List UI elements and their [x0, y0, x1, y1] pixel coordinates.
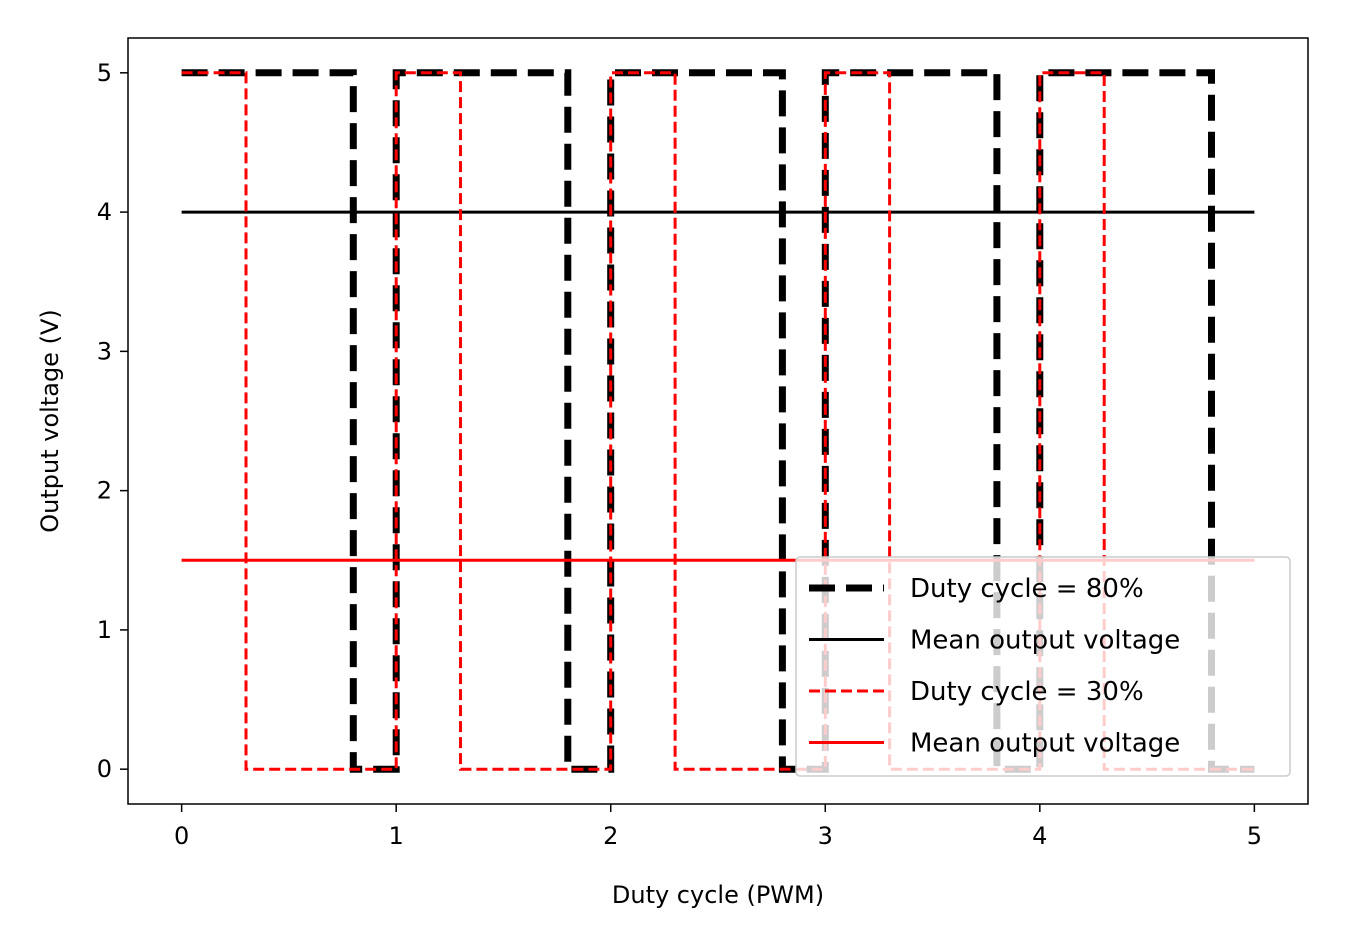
y-tick-label: 5	[97, 59, 112, 87]
legend-box	[795, 556, 1291, 777]
x-tick-label: 5	[1247, 822, 1262, 850]
legend-label: Mean output voltage	[910, 729, 1180, 759]
plot-frame	[127, 37, 1309, 805]
legend-label: Mean output voltage	[910, 626, 1180, 656]
x-tick-label: 0	[174, 822, 189, 850]
x-axis-label: Duty cycle (PWM)	[612, 881, 824, 909]
y-axis: 0 1 2 3 4 5	[97, 59, 128, 783]
x-tick-label: 1	[389, 822, 404, 850]
series-line-3	[181, 71, 1255, 771]
legend-label: Duty cycle = 80%	[910, 574, 1144, 604]
legend-label: Duty cycle = 30%	[910, 677, 1144, 707]
x-axis: 0 1 2 3 4 5	[174, 804, 1262, 850]
legend: Duty cycle = 80% Mean output voltage Duty …	[795, 556, 1291, 777]
y-tick-label: 4	[97, 198, 112, 226]
y-tick-label: 2	[97, 477, 112, 505]
y-tick-label: 0	[97, 755, 112, 783]
y-axis-label: Output voltage (V)	[36, 309, 64, 532]
y-tick-label: 1	[97, 616, 112, 644]
x-tick-label: 4	[1032, 822, 1047, 850]
x-tick-label: 2	[603, 822, 618, 850]
y-tick-label: 3	[97, 337, 112, 365]
x-tick-label: 3	[818, 822, 833, 850]
